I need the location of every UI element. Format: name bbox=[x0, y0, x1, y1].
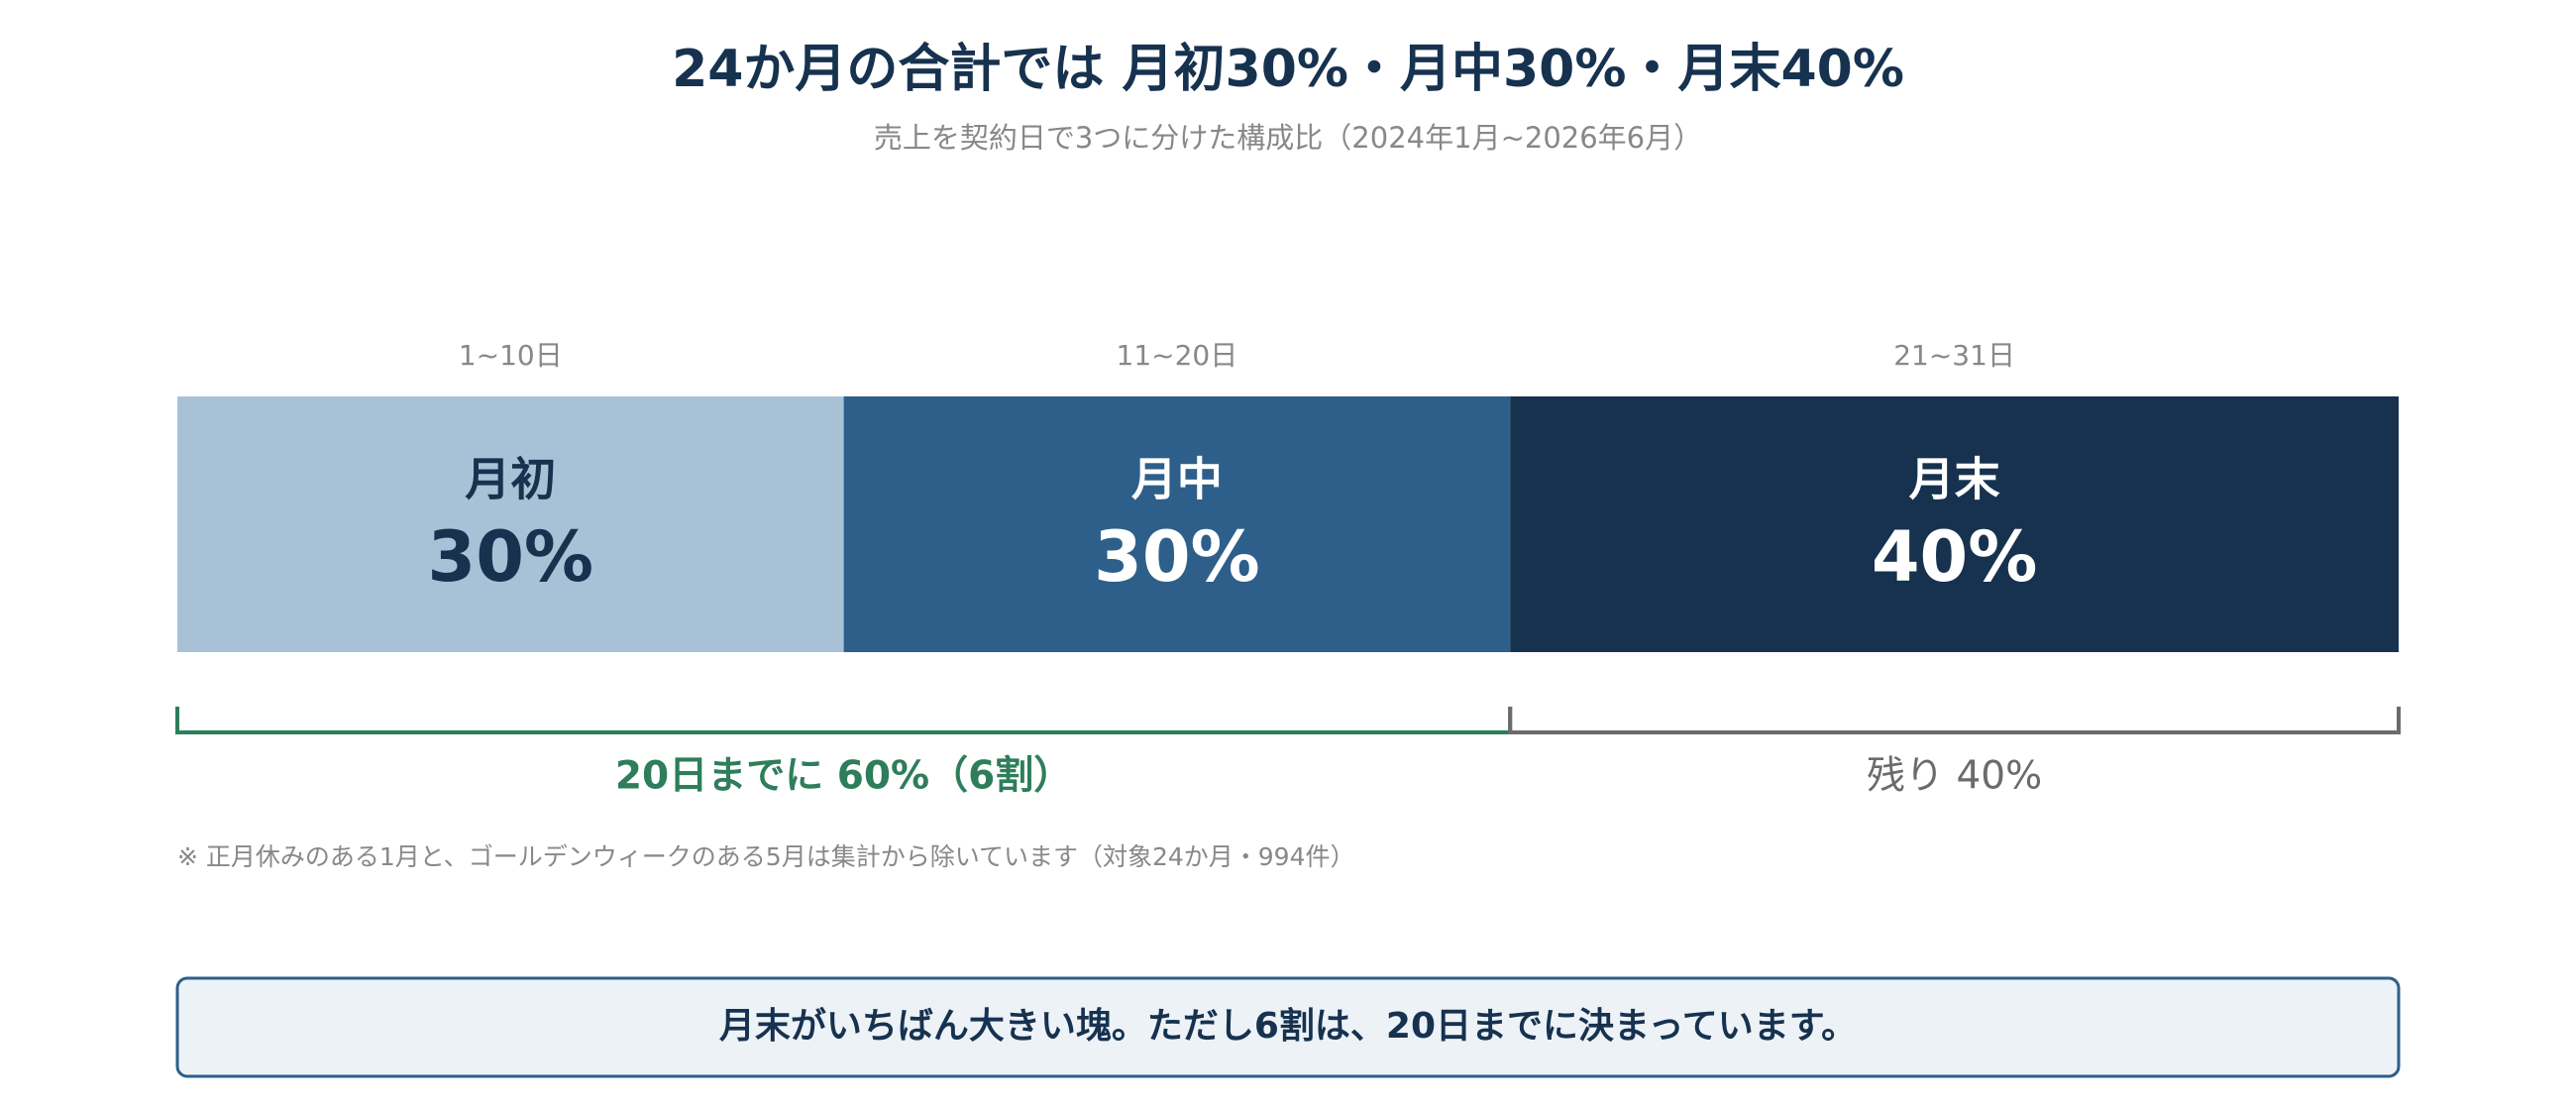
value-label: 40% bbox=[1872, 516, 2038, 598]
bracket-label: 残り 40% bbox=[1867, 754, 2042, 799]
callout-box bbox=[175, 976, 2401, 1078]
bar-segment bbox=[177, 396, 844, 652]
segment-name: 月末 bbox=[1909, 453, 2000, 506]
value-label: 30% bbox=[1094, 516, 1260, 598]
value-label: 30% bbox=[428, 516, 594, 598]
chart-title: 24か月の合計では 月初30%・月中30%・月末40% bbox=[672, 40, 1904, 99]
segment-name: 月中 bbox=[1131, 453, 1223, 506]
segment-name: 月初 bbox=[465, 453, 556, 506]
bracket bbox=[1508, 707, 2401, 734]
bar-segment bbox=[843, 396, 1511, 652]
bracket-label: 20日までに 60%（6割） bbox=[615, 754, 1072, 799]
chart-subtitle: 売上を契約日で3つに分けた構成比（2024年1月~2026年6月） bbox=[874, 121, 1702, 155]
segment-range: 11~20日 bbox=[1117, 339, 1238, 372]
callout-text: 月末がいちばん大きい塊。ただし6割は、20日までに決まっています。 bbox=[719, 1006, 1857, 1047]
segment-range: 21~31日 bbox=[1893, 339, 2015, 372]
footnote: ※ 正月休みのある1月と、ゴールデンウィークのある5月は集計から除いています（対… bbox=[177, 842, 1355, 871]
bar-segment bbox=[1510, 396, 2399, 652]
bracket bbox=[175, 707, 1513, 734]
segment-range: 1~10日 bbox=[459, 339, 563, 372]
